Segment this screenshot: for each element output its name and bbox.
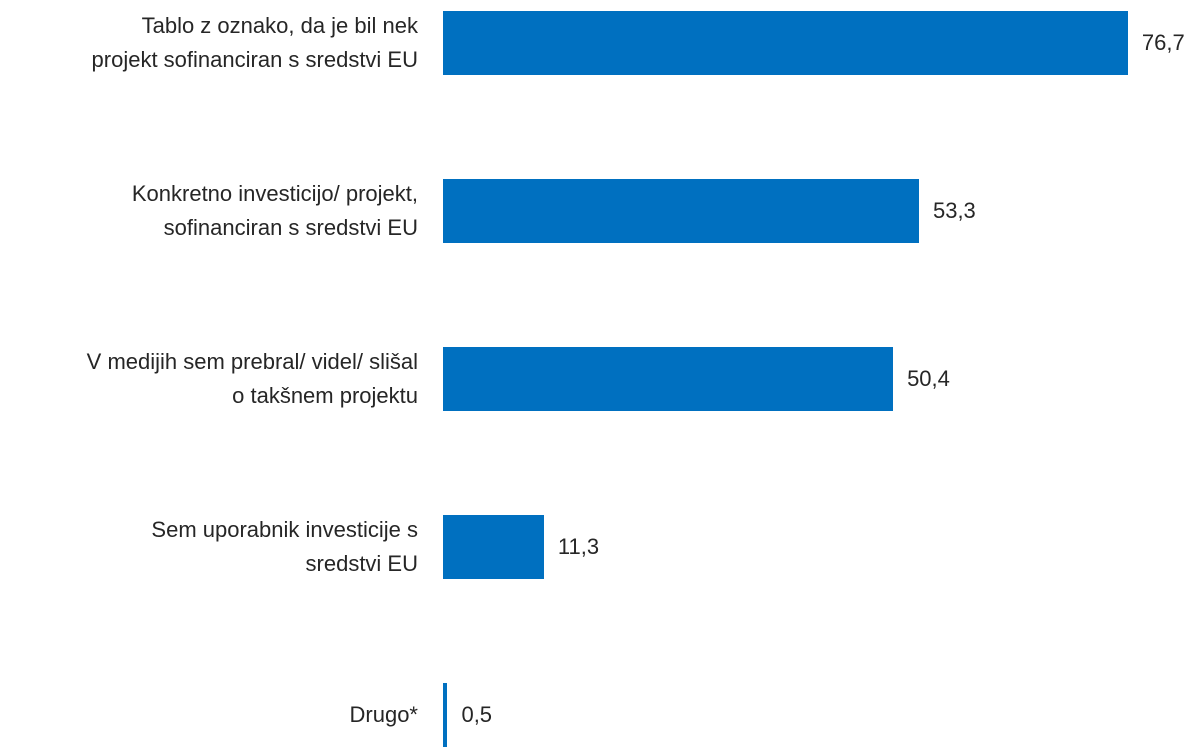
category-label: Drugo* (349, 702, 418, 727)
bar (443, 179, 919, 243)
value-label: 50,4 (907, 366, 950, 391)
category-label: Konkretno investicijo/ projekt, sofinanc… (131, 181, 418, 240)
value-label: 11,3 (557, 534, 600, 559)
value-label: 53,3 (932, 198, 976, 223)
value-label: 0,5 (461, 702, 493, 727)
value-label: 76,7 (1141, 30, 1185, 55)
category-label: V medijih sem prebral/ videl/ slišal o t… (86, 349, 418, 408)
bar (443, 683, 448, 747)
bar (443, 11, 1128, 75)
category-label: Sem uporabnik investicije s sredstvi EU (151, 517, 418, 576)
bar (443, 515, 544, 579)
bar (443, 347, 894, 411)
category-label: Tablo z oznako, da je bil nek projekt so… (91, 13, 418, 72)
